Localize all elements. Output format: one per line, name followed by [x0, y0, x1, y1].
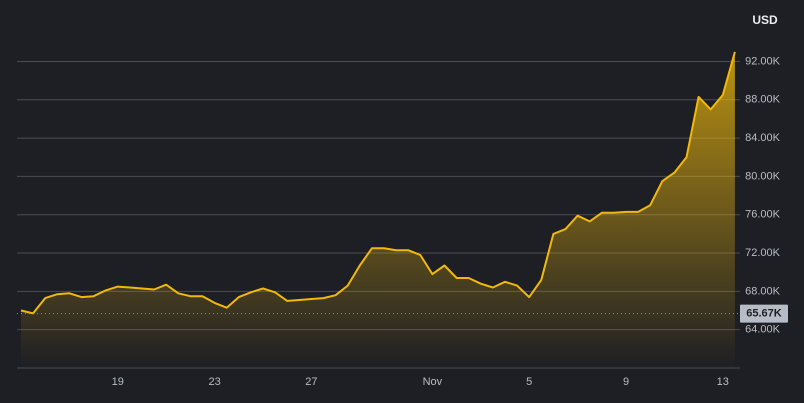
x-tick-label: 27 — [305, 376, 317, 388]
y-tick-label: 76.00K — [745, 209, 781, 221]
axis-unit: USD — [752, 13, 778, 27]
y-tick-label: 92.00K — [745, 55, 781, 67]
x-tick-label: 19 — [112, 376, 124, 388]
x-tick-label: 23 — [208, 376, 220, 388]
y-tick-label: 68.00K — [745, 285, 781, 297]
price-label-box — [740, 304, 788, 323]
y-tick-label: 72.00K — [745, 247, 781, 259]
y-tick-label: 64.00K — [745, 324, 781, 336]
x-tick-label: 5 — [526, 376, 532, 388]
price-label: 65.67K — [746, 308, 782, 320]
y-tick-label: 88.00K — [745, 94, 781, 106]
x-tick-label: 13 — [717, 376, 729, 388]
line — [20, 51, 736, 315]
area — [21, 51, 735, 369]
y-tick-label: 80.00K — [745, 170, 781, 182]
y-tick-label: 84.00K — [745, 132, 781, 144]
x-tick-label: 9 — [623, 376, 629, 388]
x-tick-label: Nov — [423, 376, 443, 388]
